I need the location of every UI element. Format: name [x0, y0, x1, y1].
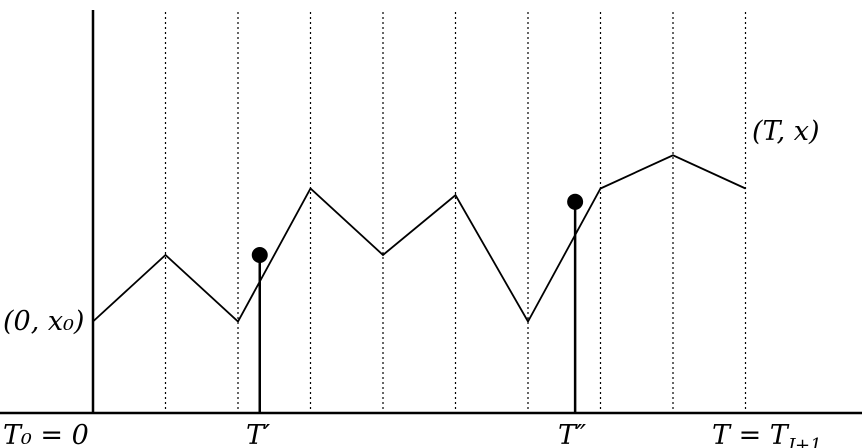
- marked-point: [567, 193, 584, 210]
- t-double-prime-label: T″: [558, 420, 586, 448]
- marked-point: [251, 247, 268, 263]
- marked-points: [251, 193, 584, 263]
- end-point-label: (T, x): [752, 116, 820, 147]
- t0-label: T₀ = 0: [3, 420, 89, 448]
- t-final-main: T = T: [712, 420, 790, 448]
- start-point-label: (0, x₀): [3, 306, 84, 337]
- t-final-label: T = TJ+1: [712, 420, 822, 448]
- time-grid: [164, 12, 747, 413]
- path-polyline: [92, 154, 746, 324]
- t-prime-label: T′: [246, 420, 270, 448]
- t-final-subscript: J+1: [784, 435, 822, 448]
